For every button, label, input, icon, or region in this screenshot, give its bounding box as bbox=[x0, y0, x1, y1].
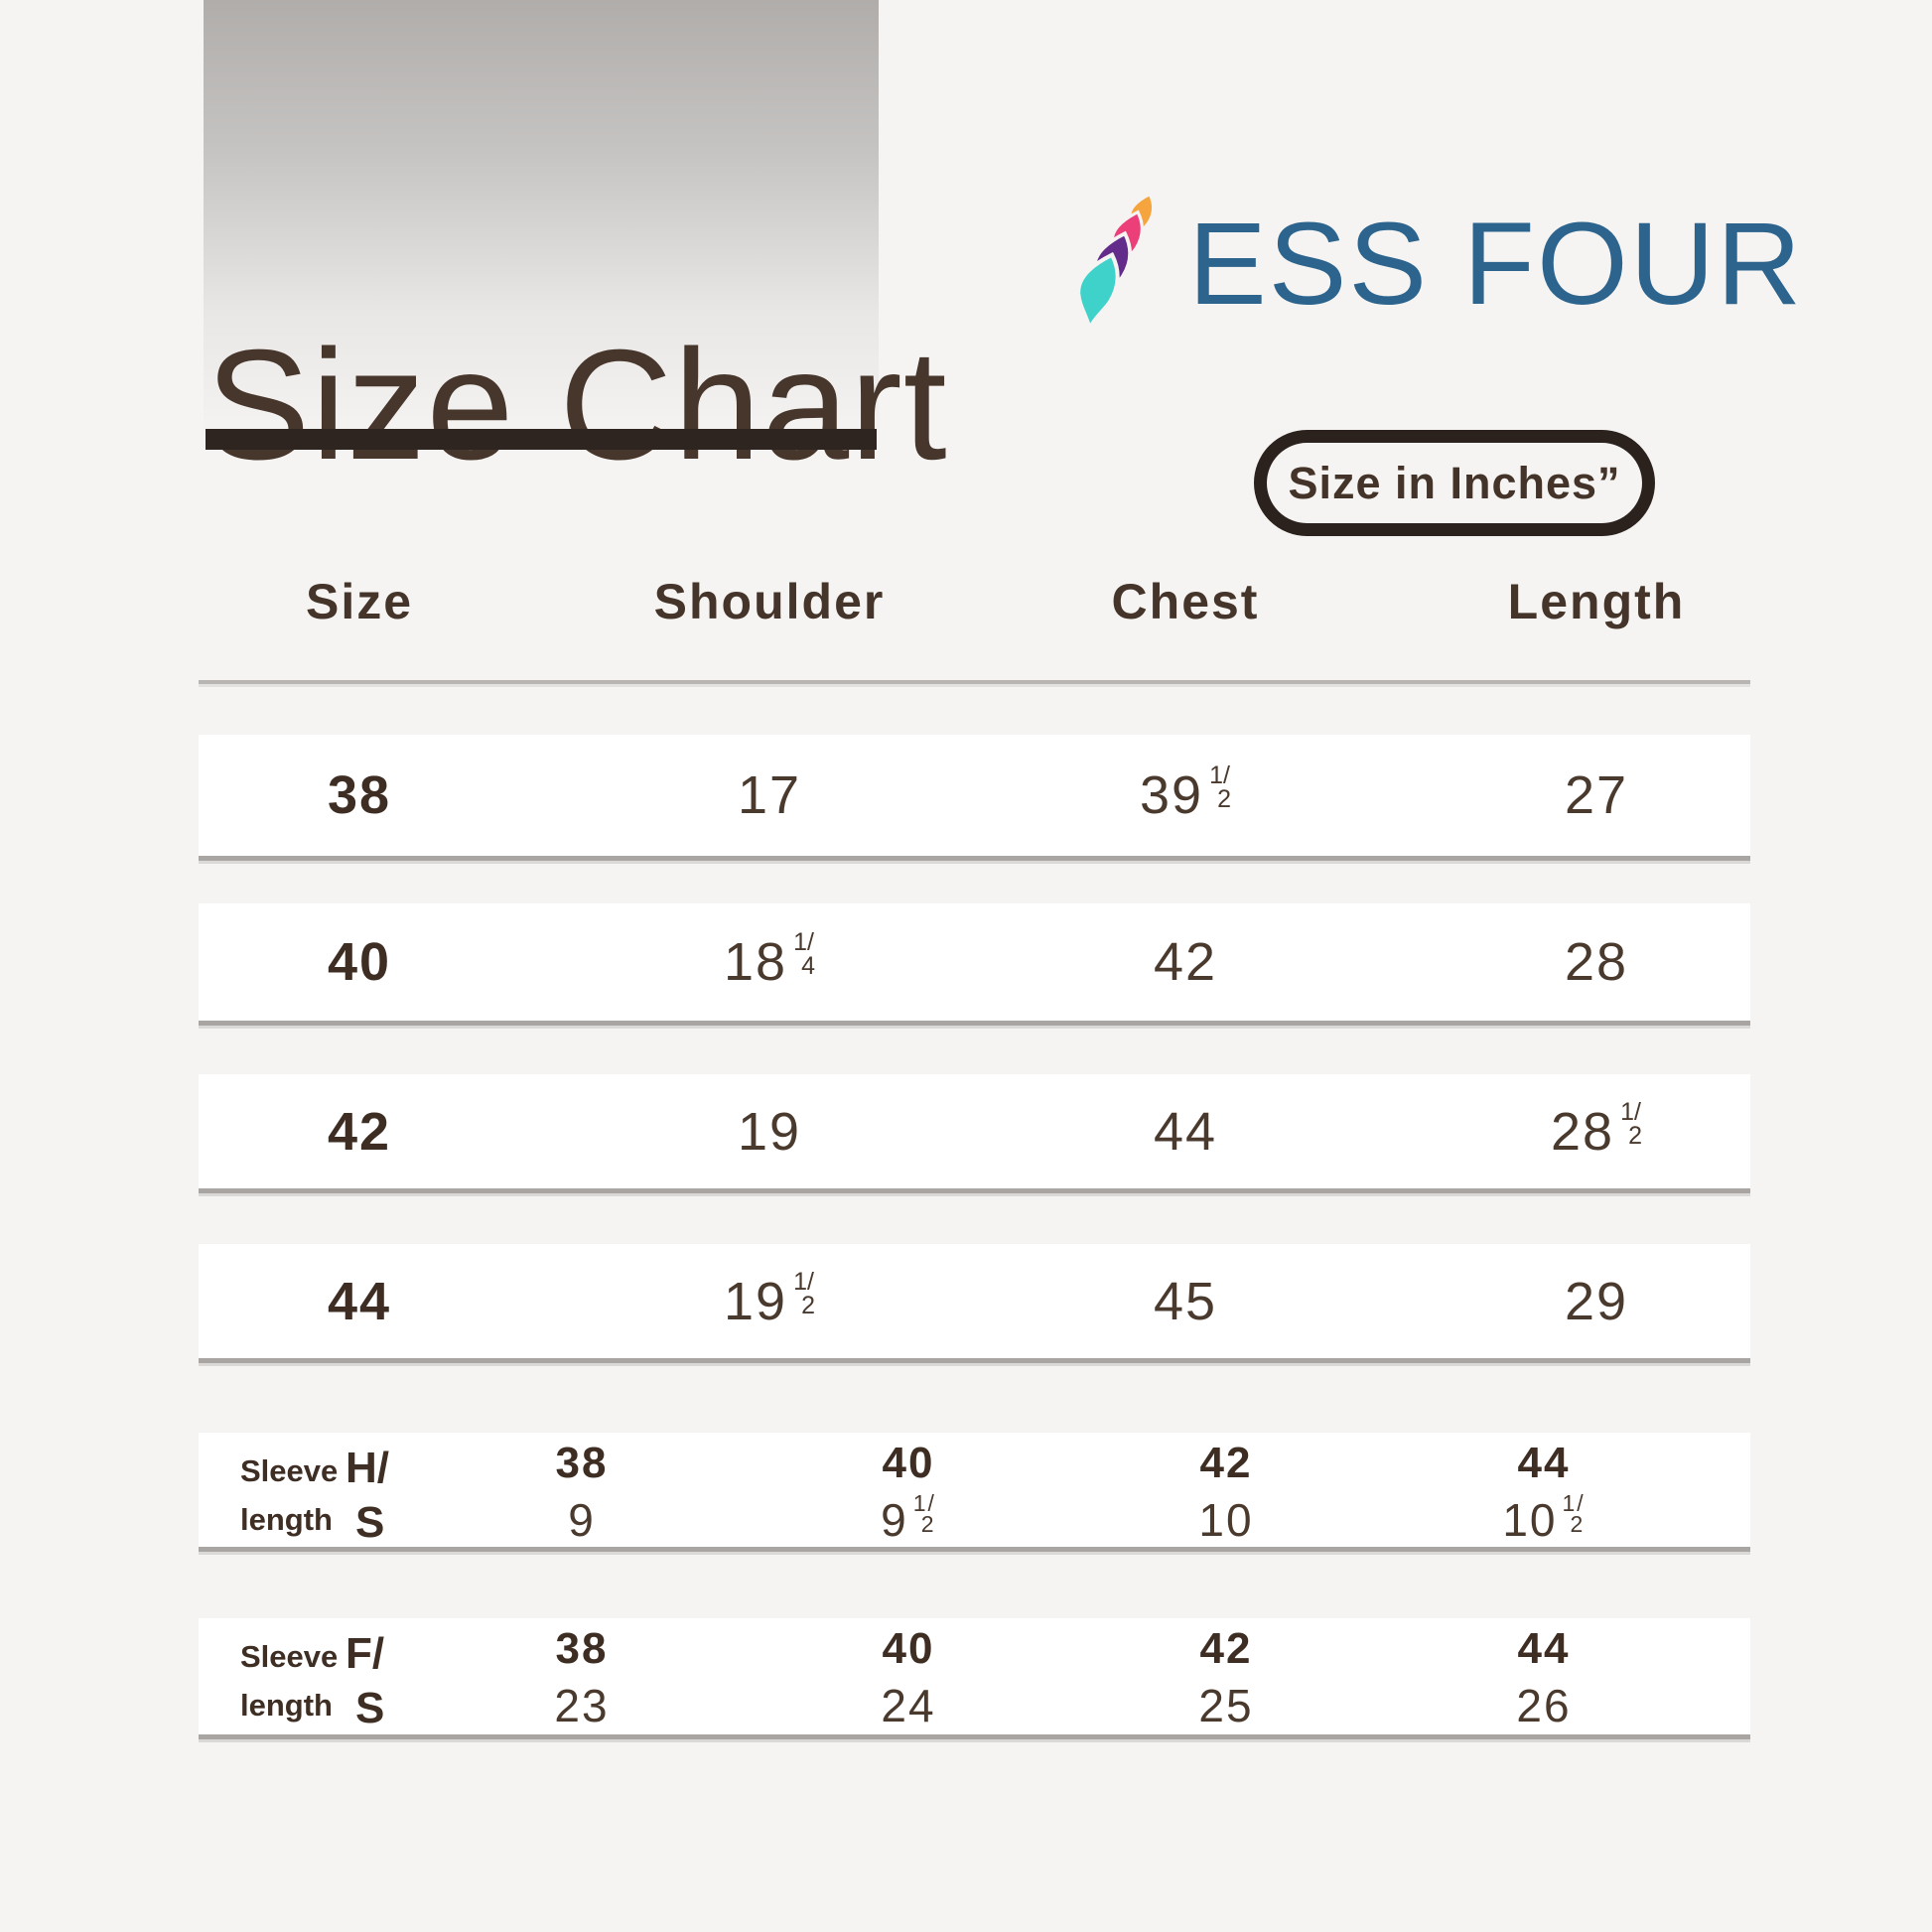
sleeve-cell: 40 9 1/2 bbox=[881, 1439, 936, 1546]
cell-shoulder: 19 bbox=[737, 1101, 802, 1162]
unit-badge-label: Size in Inches” bbox=[1288, 457, 1621, 508]
fraction: 1/4 bbox=[793, 928, 815, 980]
row-label-sleeve-length: Sleeve length bbox=[240, 1453, 339, 1537]
fraction: 1/2 bbox=[1209, 761, 1231, 813]
sleeve-cell: 38 9 bbox=[555, 1439, 609, 1546]
cell-length: 28 bbox=[1564, 932, 1629, 992]
table-row: 40 18 1/4 42 28 bbox=[199, 903, 1750, 1026]
header-gradient-panel bbox=[204, 0, 879, 434]
cell-size: 40 bbox=[327, 932, 392, 992]
table-row: 38 17 39 1/2 27 bbox=[199, 735, 1750, 861]
cell-size: 44 bbox=[327, 1271, 392, 1331]
fraction: 1/2 bbox=[1562, 1490, 1586, 1537]
cell-shoulder: 19 1/2 bbox=[724, 1267, 815, 1331]
cell-chest: 42 bbox=[1153, 932, 1218, 992]
col-header-size: Size bbox=[305, 574, 414, 629]
cell-shoulder: 17 bbox=[737, 765, 802, 825]
fraction: 1/2 bbox=[1620, 1097, 1642, 1150]
leaf-teal bbox=[1078, 255, 1118, 329]
cell-length: 29 bbox=[1564, 1271, 1629, 1331]
page-title: Size Chart bbox=[206, 317, 948, 492]
cell-length: 28 1/2 bbox=[1551, 1097, 1642, 1162]
row-label-sleeve-length: Sleeve length bbox=[240, 1639, 339, 1723]
row-type-fs: F/ S bbox=[345, 1629, 385, 1732]
sleeve-row-half: Sleeve length H/ S 38 9 40 9 1/2 42 10 44… bbox=[199, 1433, 1750, 1552]
sleeve-cell: 38 23 bbox=[554, 1624, 610, 1731]
unit-badge: Size in Inches” bbox=[1254, 430, 1655, 536]
brand-name: ESS FOUR bbox=[1188, 199, 1804, 330]
cell-chest: 39 1/2 bbox=[1140, 761, 1231, 825]
sleeve-cell: 40 24 bbox=[881, 1624, 936, 1731]
sleeve-cell: 42 10 bbox=[1198, 1439, 1254, 1546]
table-row: 44 19 1/2 45 29 bbox=[199, 1244, 1750, 1363]
row-type-hs: H/ S bbox=[345, 1444, 389, 1547]
header-separator bbox=[199, 680, 1750, 684]
col-header-chest: Chest bbox=[1111, 574, 1260, 629]
cell-chest: 44 bbox=[1153, 1101, 1218, 1162]
col-header-length: Length bbox=[1507, 574, 1686, 629]
title-underline bbox=[206, 429, 877, 450]
cell-shoulder: 18 1/4 bbox=[724, 928, 815, 992]
sleeve-row-full: Sleeve length F/ S 38 23 40 24 42 25 44 … bbox=[199, 1618, 1750, 1739]
cell-size: 42 bbox=[327, 1101, 392, 1162]
sleeve-cell: 44 26 bbox=[1516, 1624, 1572, 1731]
sleeve-cell: 44 10 1/2 bbox=[1502, 1439, 1586, 1546]
fraction: 1/2 bbox=[912, 1490, 936, 1537]
fraction: 1/2 bbox=[793, 1267, 815, 1319]
sleeve-cell: 42 25 bbox=[1198, 1624, 1254, 1731]
ess-four-leaf-icon bbox=[1072, 195, 1155, 336]
col-header-shoulder: Shoulder bbox=[653, 574, 886, 629]
cell-chest: 45 bbox=[1153, 1271, 1218, 1331]
cell-size: 38 bbox=[327, 765, 392, 825]
cell-length: 27 bbox=[1564, 765, 1629, 825]
table-row: 42 19 44 28 1/2 bbox=[199, 1074, 1750, 1193]
